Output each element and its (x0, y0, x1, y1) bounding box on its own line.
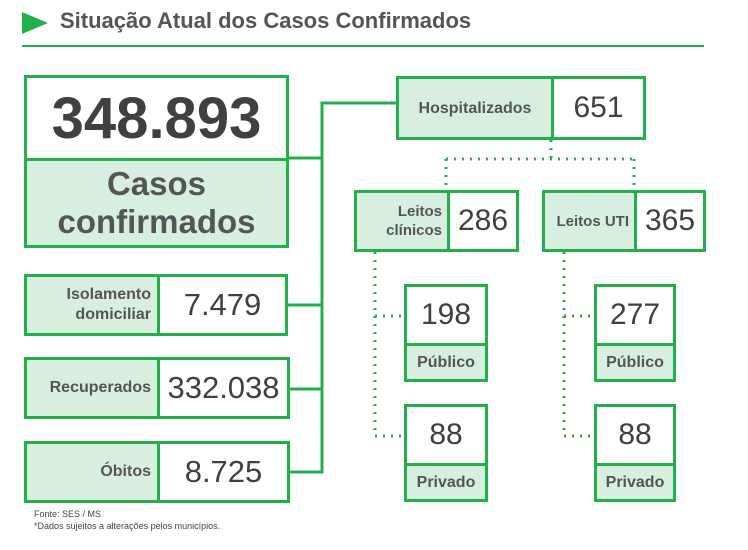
deaths-value: 8.725 (157, 441, 290, 503)
source-note: Fonte: SES / MS (34, 509, 102, 519)
isolation-label: Isolamento domiciliar (24, 274, 160, 336)
clinical-private-label: Privado (404, 463, 488, 502)
icu-beds-label: Leitos UTI (542, 190, 637, 252)
title-underline (22, 45, 704, 47)
deaths-label: Óbitos (24, 441, 160, 503)
hospitalized-value: 651 (551, 76, 646, 140)
clinical-beds-label: Leitos clínicos (354, 190, 450, 252)
icu-beds-value: 365 (634, 190, 706, 252)
icu-private-value: 88 (594, 404, 676, 466)
icu-private-label: Privado (594, 463, 676, 502)
confirmed-value: 348.893 (24, 75, 289, 161)
hospitalized-label: Hospitalizados (396, 76, 554, 140)
clinical-private-value: 88 (404, 404, 488, 466)
page-title: Situação Atual dos Casos Confirmados (60, 8, 472, 33)
isolation-value: 7.479 (157, 274, 288, 336)
icu-public-value: 277 (594, 284, 676, 346)
clinical-public-value: 198 (404, 284, 488, 346)
disclaimer-note: *Dados sujeitos a alterações pelos munic… (34, 521, 221, 531)
clinical-public-label: Público (404, 343, 488, 382)
title-triangle-icon (22, 12, 48, 34)
recovered-label: Recuperados (24, 357, 160, 419)
clinical-beds-value: 286 (447, 190, 519, 252)
icu-public-label: Público (594, 343, 676, 382)
recovered-value: 332.038 (157, 357, 290, 419)
confirmed-label: Casos confirmados (24, 158, 289, 248)
